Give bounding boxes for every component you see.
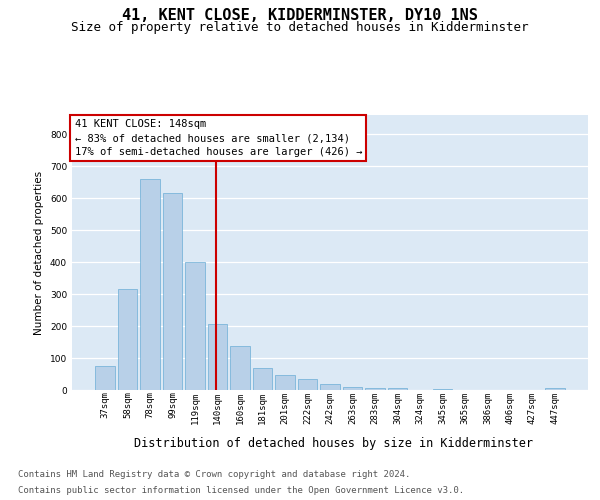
Text: Distribution of detached houses by size in Kidderminster: Distribution of detached houses by size … [134,438,533,450]
Bar [208,324,227,390]
Bar [275,376,295,390]
Bar [343,387,362,390]
Text: 41 KENT CLOSE: 148sqm
← 83% of detached houses are smaller (2,134)
17% of semi-d: 41 KENT CLOSE: 148sqm ← 83% of detached … [74,119,362,157]
Bar [365,388,385,390]
Bar [163,194,182,390]
Bar [185,262,205,390]
Bar [298,379,317,390]
Bar [433,389,452,390]
Text: 41, KENT CLOSE, KIDDERMINSTER, DY10 1NS: 41, KENT CLOSE, KIDDERMINSTER, DY10 1NS [122,8,478,22]
Y-axis label: Number of detached properties: Number of detached properties [34,170,44,334]
Text: Contains HM Land Registry data © Crown copyright and database right 2024.: Contains HM Land Registry data © Crown c… [18,470,410,479]
Bar [140,179,160,390]
Bar [388,388,407,390]
Bar [95,366,115,390]
Text: Contains public sector information licensed under the Open Government Licence v3: Contains public sector information licen… [18,486,464,495]
Text: Size of property relative to detached houses in Kidderminster: Size of property relative to detached ho… [71,21,529,34]
Bar [230,346,250,390]
Bar [320,384,340,390]
Bar [253,368,272,390]
Bar [118,290,137,390]
Bar [545,388,565,390]
